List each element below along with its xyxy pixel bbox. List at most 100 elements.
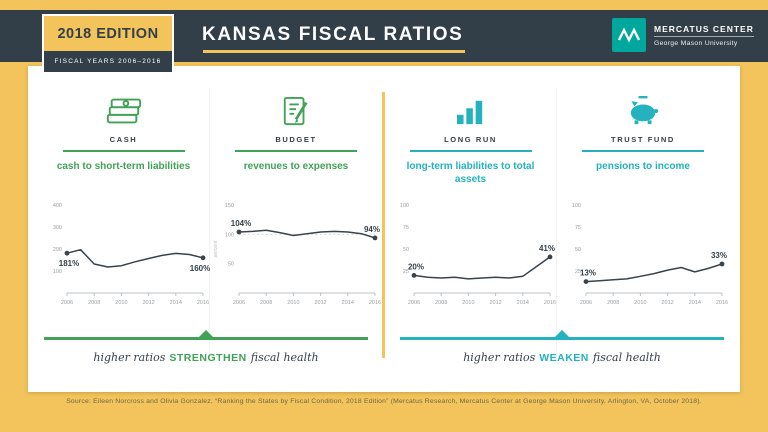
- svg-text:150: 150: [225, 203, 234, 209]
- svg-text:50: 50: [228, 262, 234, 268]
- trust-fund-line-chart: 25 50 75 100 2006 2008 2010 2012 2014 2016 13% 33%: [572, 203, 728, 306]
- svg-text:2016: 2016: [196, 300, 208, 306]
- panel-long-run: LONG RUN long-term liabilities to total …: [385, 88, 557, 358]
- up-arrow-icon: [555, 330, 569, 337]
- title-underline: [203, 50, 465, 53]
- svg-text:2008: 2008: [607, 300, 619, 306]
- panel-category-label: BUDGET: [275, 135, 317, 144]
- caption-emphasis: WEAKEN: [539, 352, 589, 364]
- weaken-caption: higher ratios WEAKEN fiscal health: [400, 351, 724, 364]
- svg-text:2014: 2014: [689, 300, 701, 306]
- panel-category-label: TRUST FUND: [611, 135, 675, 144]
- mercatus-chevron-icon: [612, 18, 646, 52]
- svg-text:100: 100: [399, 203, 408, 209]
- svg-text:2016: 2016: [716, 300, 728, 306]
- svg-text:400: 400: [52, 203, 61, 209]
- panel-rule: [235, 150, 357, 152]
- money-stack-icon: [105, 88, 143, 126]
- svg-text:2010: 2010: [462, 300, 474, 306]
- edition-label: 2018 EDITION: [57, 25, 159, 42]
- svg-text:100: 100: [52, 269, 61, 275]
- svg-text:2012: 2012: [314, 300, 326, 306]
- mercatus-logo: MERCATUS CENTER George Mason University: [612, 18, 754, 52]
- strengthen-caption-block: higher ratios STRENGTHEN fiscal health: [28, 330, 384, 386]
- svg-text:2008: 2008: [435, 300, 447, 306]
- svg-text:2006: 2006: [233, 300, 245, 306]
- svg-text:2016: 2016: [543, 300, 555, 306]
- svg-text:200: 200: [52, 247, 61, 253]
- logo-text: MERCATUS CENTER George Mason University: [654, 24, 754, 47]
- svg-text:2008: 2008: [260, 300, 272, 306]
- svg-text:2010: 2010: [115, 300, 127, 306]
- panel-rule: [62, 150, 185, 152]
- logo-divider: [654, 36, 754, 37]
- panel-budget: BUDGET revenues to expenses 50 100 150 perc…: [210, 88, 382, 358]
- svg-text:100: 100: [572, 203, 581, 209]
- fiscal-years-label: FISCAL YEARS 2006–2016: [44, 51, 172, 72]
- svg-text:300: 300: [52, 225, 61, 231]
- panel-chart-title: pensions to income: [596, 161, 690, 172]
- panel-category-label: CASH: [109, 135, 138, 144]
- cash-line-chart: 100 200 300 400 2006 2008 2010 2012 2014 2016 181%…: [52, 203, 209, 306]
- svg-text:181%: 181%: [58, 259, 78, 268]
- svg-text:25: 25: [402, 269, 408, 275]
- footer-captions: higher ratios STRENGTHEN fiscal health hig…: [28, 330, 740, 386]
- svg-text:25: 25: [575, 269, 581, 275]
- page-title: KANSAS FISCAL RATIOS: [202, 24, 464, 45]
- svg-text:2008: 2008: [88, 300, 100, 306]
- logo-subtitle: George Mason University: [654, 39, 738, 47]
- strengthen-caption: higher ratios STRENGTHEN fiscal health: [44, 351, 368, 364]
- budget-line-chart: 50 100 150 percent 2006 2008 2010 2012 2014 2016 1…: [213, 203, 381, 306]
- up-arrow-icon: [199, 330, 213, 337]
- svg-text:2006: 2006: [580, 300, 592, 306]
- svg-text:50: 50: [575, 247, 581, 253]
- long-run-line-chart: 25 50 75 100 2006 2008 2010 2012 2014 2016 20% 41%: [399, 203, 555, 306]
- svg-text:75: 75: [402, 225, 408, 231]
- svg-text:2014: 2014: [342, 300, 354, 306]
- content-card: CASH cash to short-term liabilities 100 2…: [28, 66, 740, 392]
- source-citation: Source: Eileen Norcross and Olivia Gonza…: [66, 398, 702, 405]
- document-pencil-icon: [281, 88, 311, 126]
- panel-chart-title: long-term liabilities to total assets: [406, 161, 535, 185]
- svg-text:33%: 33%: [711, 251, 727, 260]
- piggy-bank-icon: [626, 88, 660, 126]
- svg-text:2010: 2010: [287, 300, 299, 306]
- svg-text:2006: 2006: [60, 300, 72, 306]
- caption-pre: higher ratios: [93, 351, 166, 364]
- edition-badge: 2018 EDITION FISCAL YEARS 2006–2016: [42, 14, 174, 74]
- svg-text:41%: 41%: [538, 244, 554, 253]
- svg-text:percent: percent: [213, 240, 219, 258]
- svg-text:13%: 13%: [580, 269, 596, 278]
- bar-chart-icon: [455, 88, 487, 126]
- logo-name: MERCATUS CENTER: [654, 23, 754, 34]
- svg-text:94%: 94%: [364, 225, 380, 234]
- svg-text:2006: 2006: [407, 300, 419, 306]
- caption-post: fiscal health: [250, 351, 319, 364]
- svg-text:2010: 2010: [634, 300, 646, 306]
- svg-text:160%: 160%: [189, 264, 209, 273]
- panel-trust-fund: TRUST FUND pensions to income 25 50 75 100 2…: [557, 88, 729, 358]
- panel-cash: CASH cash to short-term liabilities 100 2…: [38, 88, 210, 358]
- panel-chart-title: revenues to expenses: [243, 161, 349, 172]
- svg-text:2012: 2012: [661, 300, 673, 306]
- weaken-rule: [400, 330, 724, 340]
- weaken-caption-block: higher ratios WEAKEN fiscal health: [384, 330, 740, 386]
- svg-text:2014: 2014: [169, 300, 181, 306]
- svg-text:2012: 2012: [489, 300, 501, 306]
- svg-text:2016: 2016: [369, 300, 381, 306]
- panel-rule: [409, 150, 532, 152]
- svg-text:75: 75: [575, 225, 581, 231]
- strengthen-rule: [44, 330, 368, 340]
- svg-text:50: 50: [402, 247, 408, 253]
- svg-text:104%: 104%: [231, 219, 251, 228]
- caption-emphasis: STRENGTHEN: [169, 352, 247, 364]
- panel-rule: [582, 150, 704, 152]
- svg-text:2012: 2012: [142, 300, 154, 306]
- svg-text:2014: 2014: [516, 300, 528, 306]
- panel-category-label: LONG RUN: [444, 135, 497, 144]
- svg-text:20%: 20%: [407, 262, 423, 271]
- svg-text:100: 100: [225, 232, 234, 238]
- panel-chart-title: cash to short-term liabilities: [56, 161, 191, 172]
- caption-pre: higher ratios: [463, 351, 536, 364]
